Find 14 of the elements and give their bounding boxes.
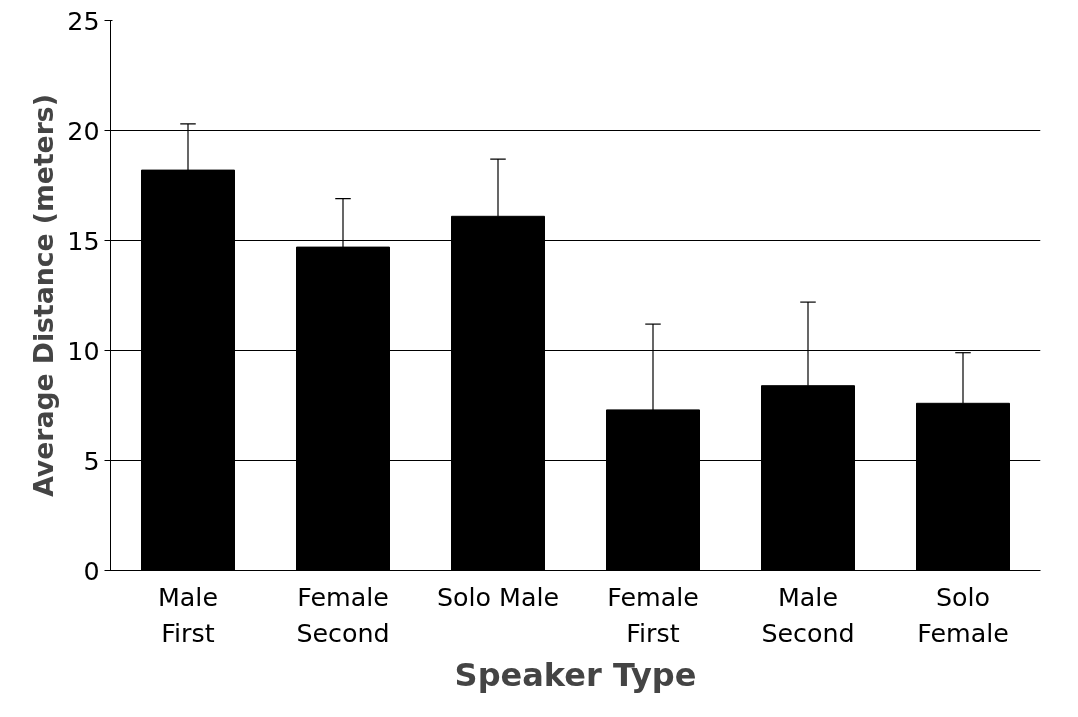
y-tick-label: 15 [67,225,100,256]
y-tick-label: 0 [83,555,100,586]
x-tick-label: Solo Female [917,581,1009,648]
x-axis-title: Speaker Type [454,655,697,694]
x-tick-label: Male First [158,581,218,648]
x-tick-label: Female First [607,581,699,648]
y-axis-title: Average Distance (meters) [28,94,60,497]
y-tick-label: 20 [67,115,100,146]
x-tick-label: Female Second [296,581,390,648]
y-tick-label: 10 [67,335,100,366]
x-tick-label: Male Second [761,581,855,648]
y-tick-label: 5 [83,445,100,476]
x-tick-label: Solo Male [436,581,560,612]
y-tick-label: 25 [67,5,100,36]
